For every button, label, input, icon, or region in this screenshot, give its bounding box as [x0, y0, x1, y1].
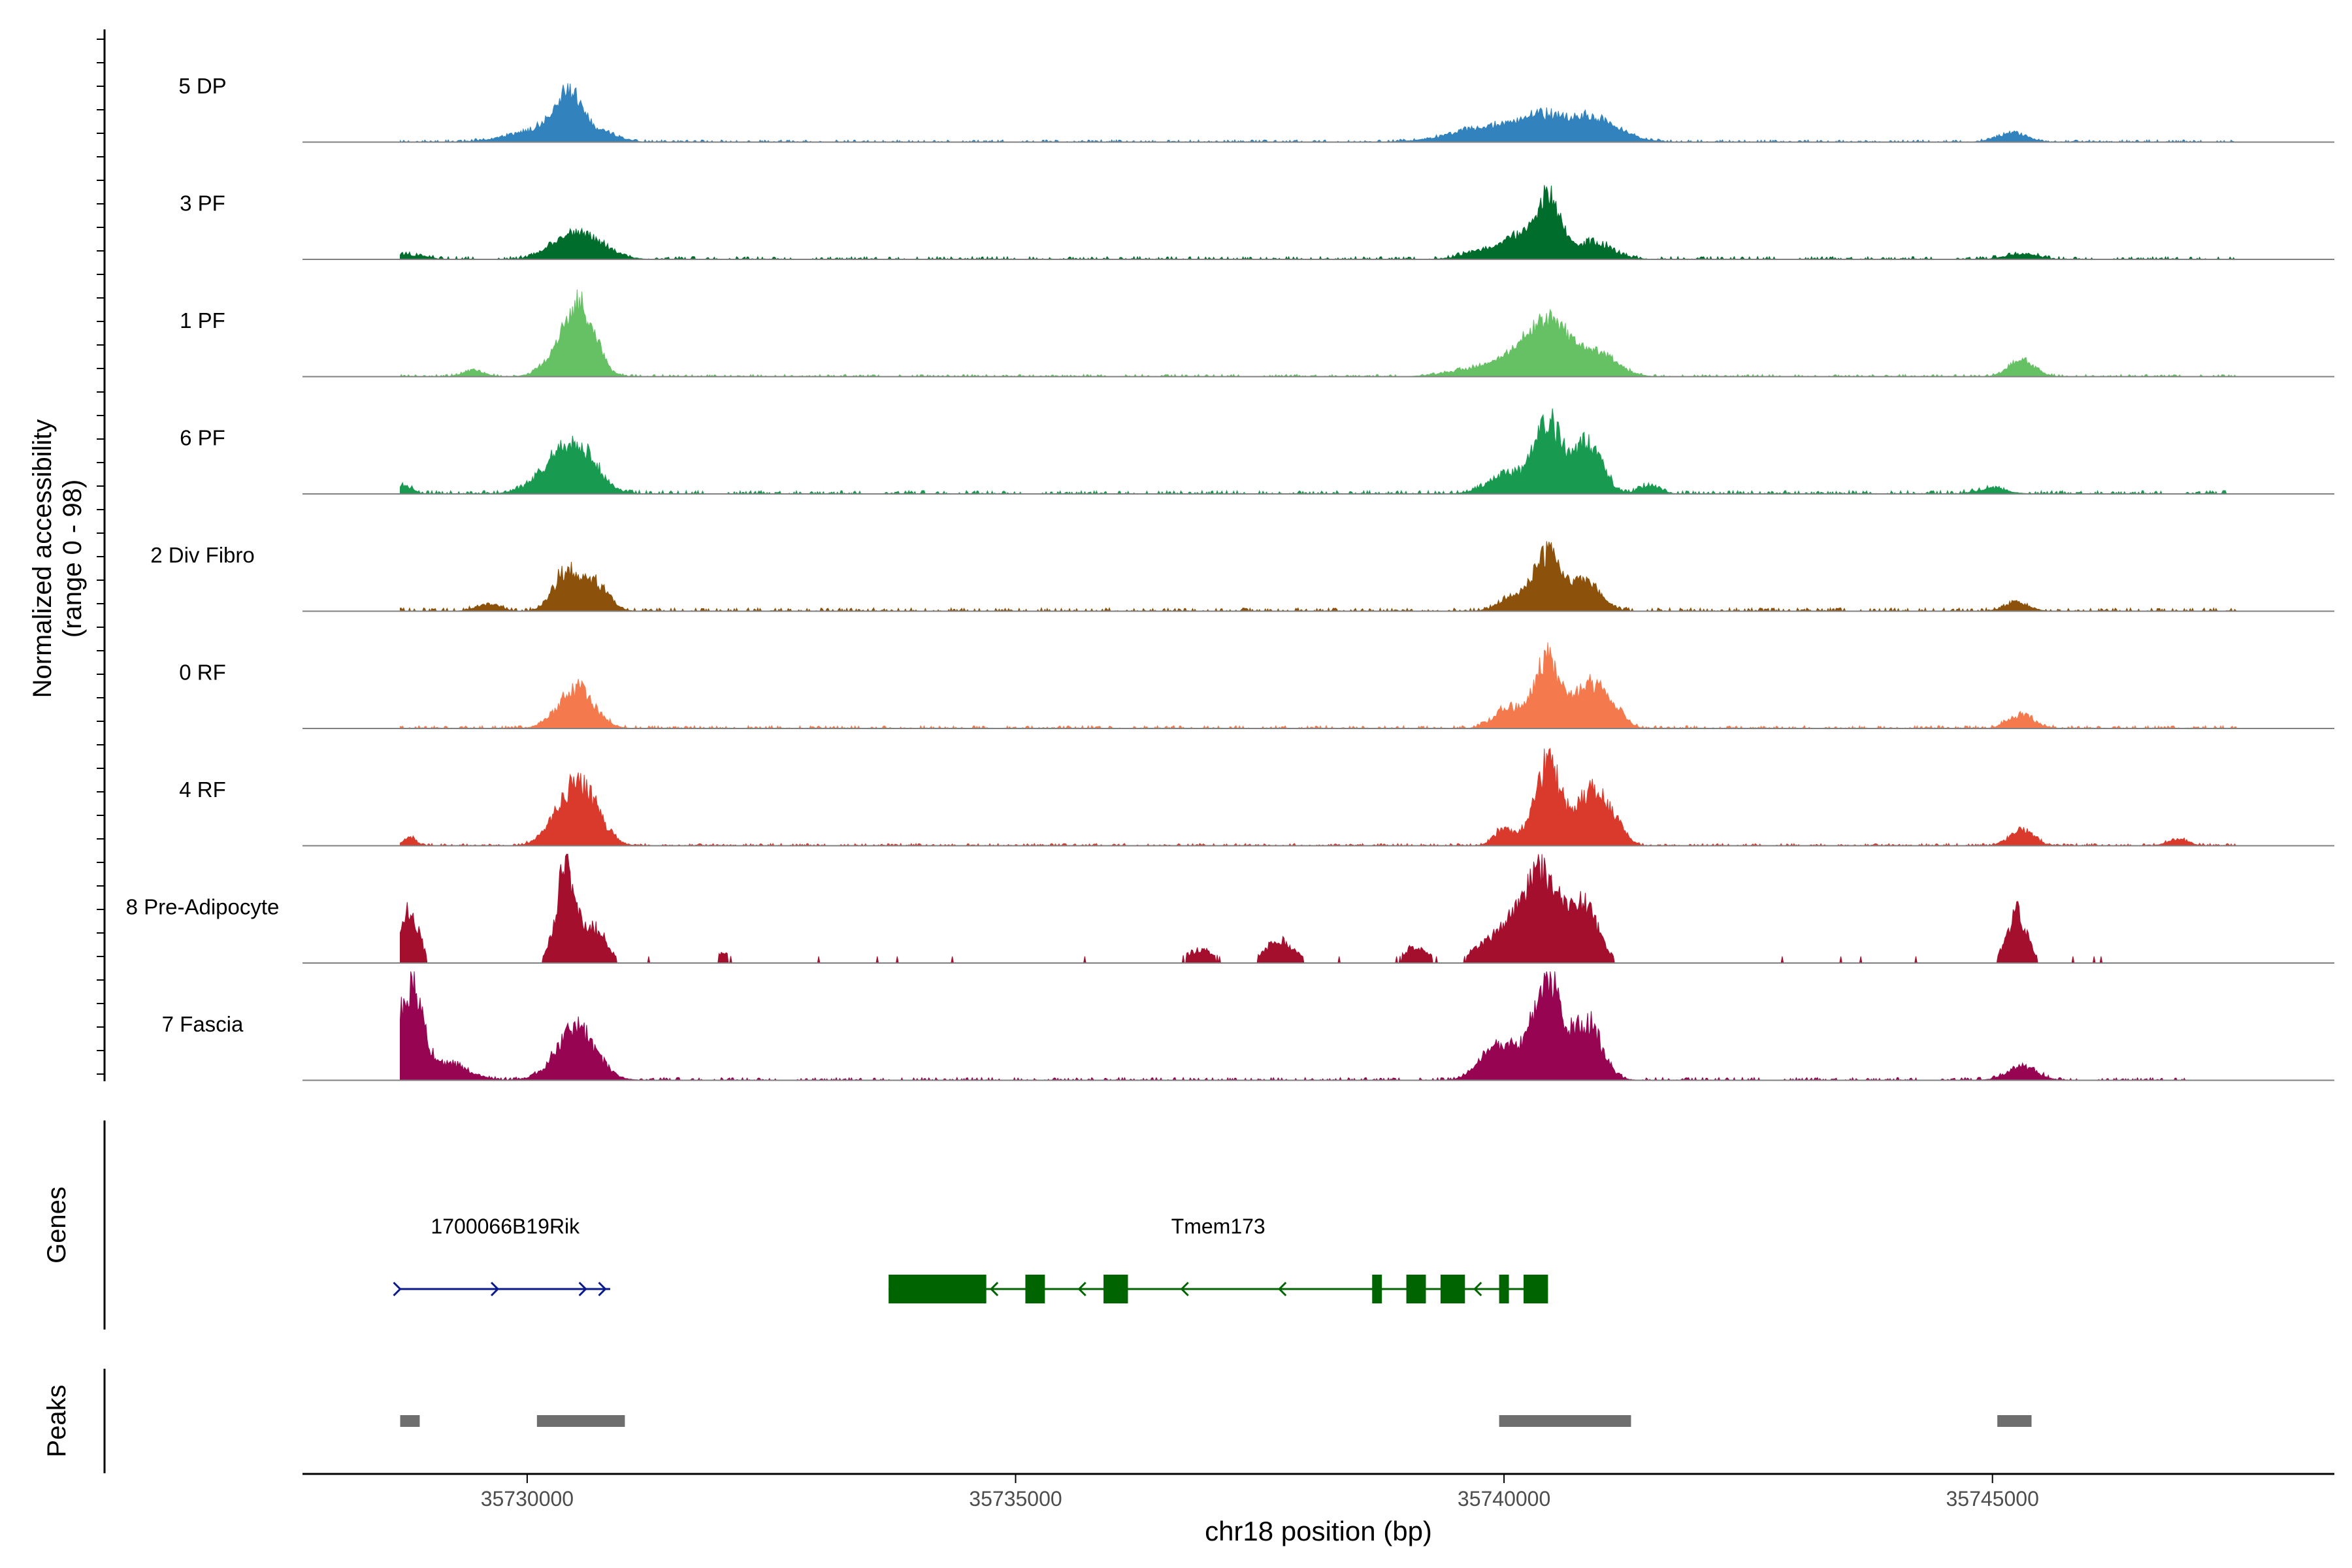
- track-5: 2 Div Fibro: [150, 541, 2334, 612]
- x-tick-label: 35730000: [481, 1487, 574, 1511]
- coverage-y-axis: Normalized accessibility (range 0 - 98): [28, 29, 106, 1081]
- track-3: 1 PF: [180, 289, 2334, 378]
- track-label: 4 RF: [179, 777, 226, 802]
- x-tick-label: 35740000: [1458, 1487, 1550, 1511]
- gene-exon: [1499, 1275, 1509, 1303]
- peak-region: [536, 1415, 625, 1427]
- peak-region: [1997, 1415, 2032, 1427]
- gene-exon: [889, 1275, 987, 1303]
- track-6: 0 RF: [179, 642, 2334, 730]
- coverage-area: [400, 408, 2237, 495]
- track-4: 6 PF: [180, 408, 2334, 495]
- coverage-y-ticks: [97, 39, 105, 1075]
- peak-region: [400, 1415, 420, 1427]
- peak-region: [1499, 1415, 1631, 1427]
- gene-Tmem173: Tmem173: [889, 1215, 1548, 1303]
- coverage-area: [400, 185, 2237, 261]
- track-1: 5 DP: [178, 74, 2334, 143]
- track-label: 1 PF: [180, 308, 225, 333]
- track-label: 0 RF: [179, 661, 226, 685]
- coverage-area: [400, 642, 2238, 730]
- strand-arrow: [393, 1281, 402, 1297]
- track-label: 2 Div Fibro: [150, 543, 255, 567]
- strand-arrow: [490, 1281, 500, 1297]
- genes-label: Genes: [42, 1186, 71, 1264]
- gene-exon: [1523, 1275, 1548, 1303]
- track-label: 3 PF: [180, 191, 225, 216]
- gene-1700066B19Rik: 1700066B19Rik: [393, 1215, 610, 1297]
- gene-exon: [1025, 1275, 1045, 1303]
- gene-exon: [1372, 1275, 1382, 1303]
- track-2: 3 PF: [180, 185, 2334, 261]
- x-tick-label: 35735000: [969, 1487, 1062, 1511]
- peaks-panel: Peaks: [42, 1369, 2032, 1473]
- strand-arrow: [1180, 1281, 1189, 1297]
- track-label: 8 Pre-Adipocyte: [126, 895, 280, 919]
- x-axis-label: chr18 position (bp): [1205, 1516, 1432, 1546]
- genes-panel: Genes 1700066B19Rik Tmem173: [42, 1120, 1548, 1330]
- x-ticks: 35730000 35735000 35740000 35745000: [481, 1474, 2039, 1511]
- coverage-area: [400, 747, 2237, 847]
- coverage-ylabel-line1: Normalized accessibility: [28, 419, 57, 698]
- x-axis: 35730000 35735000 35740000 35745000 chr18 p…: [302, 1473, 2334, 1546]
- strand-arrow: [989, 1281, 999, 1297]
- track-8: 8 Pre-Adipocyte: [126, 853, 2334, 964]
- strand-arrow: [1077, 1281, 1086, 1297]
- gene-label: Tmem173: [1171, 1215, 1266, 1238]
- gene-label: 1700066B19Rik: [431, 1215, 580, 1238]
- peaks-label: Peaks: [42, 1384, 71, 1457]
- coverage-ylabel-line2: (range 0 - 98): [58, 480, 87, 638]
- gene-exon: [1103, 1275, 1128, 1303]
- x-tick-label: 35745000: [1946, 1487, 2038, 1511]
- track-label: 7 Fascia: [162, 1012, 244, 1036]
- coverage-area: [400, 289, 2237, 378]
- coverage-area: [400, 971, 2188, 1081]
- track-label: 5 DP: [178, 74, 226, 98]
- strand-arrow: [1278, 1281, 1287, 1297]
- gene-exon: [1406, 1275, 1426, 1303]
- track-label: 6 PF: [180, 426, 225, 450]
- track-9: 7 Fascia: [162, 971, 2334, 1081]
- track-7: 4 RF: [179, 747, 2334, 847]
- gene-models: 1700066B19Rik Tmem173: [393, 1215, 1548, 1303]
- coverage-area: [400, 541, 2238, 612]
- strand-arrow: [578, 1281, 587, 1297]
- strand-arrow: [598, 1281, 607, 1297]
- peak-regions: [400, 1415, 2032, 1427]
- coverage-area: [400, 853, 2168, 964]
- gene-exon: [1440, 1275, 1465, 1303]
- strand-arrow: [1473, 1281, 1482, 1297]
- coverage-tracks: 5 DP 3 PF 1 PF 6 PF 2 Div Fibro 0 RF 4 RF 8 Pre…: [126, 74, 2334, 1081]
- coverage-area: [400, 83, 2237, 143]
